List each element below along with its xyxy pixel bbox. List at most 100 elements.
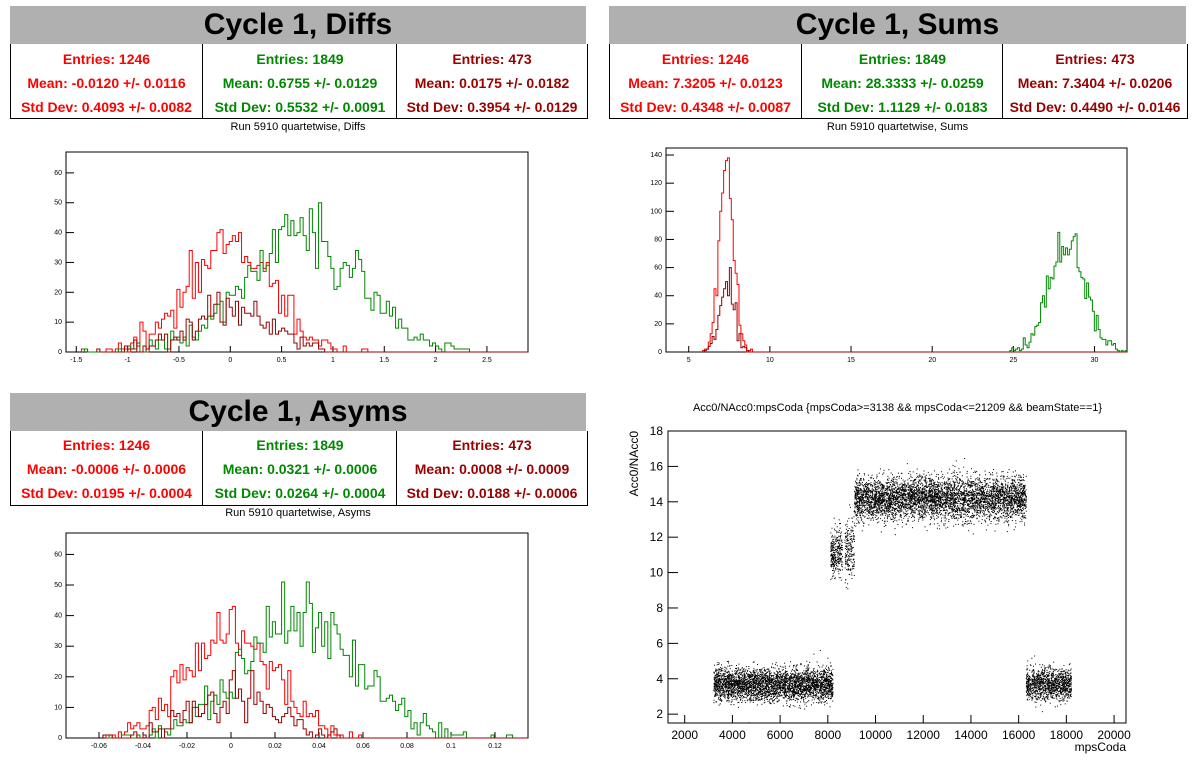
scatter-point xyxy=(837,561,839,563)
scatter-point xyxy=(822,671,824,673)
scatter-point xyxy=(725,679,727,681)
scatter-point xyxy=(789,688,791,690)
scatter-point xyxy=(836,554,838,556)
scatter-point xyxy=(797,673,799,675)
scatter-point xyxy=(1012,482,1014,484)
scatter-point xyxy=(816,685,818,687)
scatter-point xyxy=(988,507,990,509)
scatter-point xyxy=(762,677,764,679)
scatter-point xyxy=(853,538,855,540)
scatter-point xyxy=(1024,487,1026,489)
scatter-point xyxy=(811,685,813,687)
scatter-point xyxy=(832,687,834,689)
scatter-point xyxy=(854,524,856,526)
scatter-point xyxy=(756,685,758,687)
scatter-point xyxy=(730,683,732,685)
scatter-point xyxy=(827,696,829,698)
scatter-point xyxy=(733,676,735,678)
scatter-point xyxy=(774,688,776,690)
scatter-point xyxy=(809,679,811,681)
scatter-point xyxy=(750,693,752,695)
scatter-point xyxy=(833,571,835,573)
scatter-point xyxy=(831,557,833,559)
scatter-point xyxy=(959,487,961,489)
scatter-point xyxy=(808,679,810,681)
scatter-point xyxy=(840,547,842,549)
scatter-point xyxy=(731,690,733,692)
scatter-point xyxy=(725,691,727,693)
scatter-point xyxy=(853,536,855,538)
scatter-point xyxy=(756,698,758,700)
scatter-point xyxy=(753,697,755,699)
scatter-point xyxy=(894,501,896,503)
scatter-point xyxy=(751,687,753,689)
scatter-point xyxy=(805,702,807,704)
scatter-point xyxy=(860,512,862,514)
scatter-point xyxy=(797,678,799,680)
scatter-point xyxy=(794,705,796,707)
scatter-point xyxy=(826,676,828,678)
scatter-point xyxy=(893,495,895,497)
scatter-point xyxy=(812,695,814,697)
scatter-point xyxy=(746,683,748,685)
scatter-point xyxy=(725,684,727,686)
scatter-point xyxy=(717,673,719,675)
scatter-point xyxy=(764,678,766,680)
scatter-point xyxy=(724,678,726,680)
scatter-point xyxy=(865,489,867,491)
scatter-point xyxy=(850,545,852,547)
scatter-point xyxy=(738,684,740,686)
scatter-point xyxy=(754,676,756,678)
scatter-point xyxy=(731,695,733,697)
scatter-point xyxy=(952,471,954,473)
scatter-point xyxy=(814,688,816,690)
scatter-point xyxy=(747,689,749,691)
scatter-point xyxy=(745,702,747,704)
scatter-point xyxy=(761,668,763,670)
scatter-point xyxy=(726,697,728,699)
scatter-point xyxy=(817,669,819,671)
scatter-point xyxy=(828,669,830,671)
scatter-point xyxy=(804,677,806,679)
scatter-point xyxy=(768,689,770,691)
scatter-point xyxy=(815,679,817,681)
scatter-point xyxy=(786,690,788,692)
scatter-point xyxy=(786,670,788,672)
scatter-point xyxy=(731,683,733,685)
scatter-point xyxy=(775,686,777,688)
scatter-point xyxy=(771,693,773,695)
scatter-point xyxy=(828,678,830,680)
scatter-point xyxy=(785,684,787,686)
scatter-point xyxy=(1016,474,1018,476)
scatter-point xyxy=(820,696,822,698)
scatter-point xyxy=(815,692,817,694)
scatter-point xyxy=(841,541,843,543)
scatter-point xyxy=(741,694,743,696)
scatter-point xyxy=(840,559,842,561)
scatter-point xyxy=(835,548,837,550)
stats-col-1: Entries: 1849 Mean: 0.0321 +/- 0.0006 St… xyxy=(202,431,397,505)
scatter-point xyxy=(722,667,724,669)
scatter-point xyxy=(849,542,851,544)
scatter-point xyxy=(744,687,746,689)
scatter-point xyxy=(760,670,762,672)
scatter-point xyxy=(727,681,729,683)
x-tick-label: 4000 xyxy=(719,728,746,742)
y-tick-label: 14 xyxy=(650,495,664,509)
histogram-series-2 xyxy=(102,670,528,739)
scatter-point xyxy=(715,680,717,682)
scatter-point xyxy=(719,697,721,699)
scatter-point xyxy=(757,672,759,674)
scatter-point xyxy=(731,678,733,680)
scatter-point xyxy=(750,695,752,697)
scatter-point xyxy=(806,693,808,695)
scatter-point xyxy=(790,693,792,695)
scatter-point xyxy=(786,700,788,702)
scatter-point xyxy=(1022,493,1024,495)
scatter-point xyxy=(799,682,801,684)
scatter-point xyxy=(825,669,827,671)
scatter-point xyxy=(970,483,972,485)
scatter-point xyxy=(805,688,807,690)
scatter-point xyxy=(900,489,902,491)
scatter-point xyxy=(751,678,753,680)
